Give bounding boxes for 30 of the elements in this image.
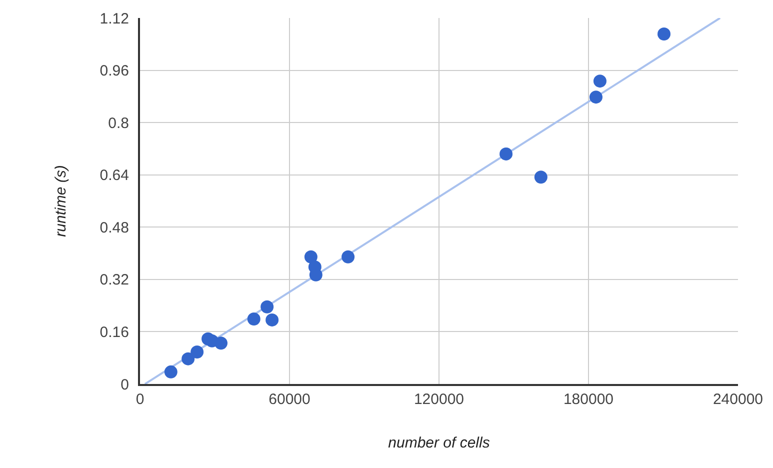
y-axis-title: runtime (s) bbox=[52, 165, 70, 237]
point bbox=[214, 336, 228, 350]
x-tick-label: 120000 bbox=[414, 391, 464, 408]
y-tick-label: 1.12 bbox=[100, 10, 129, 28]
x-tick-label: 180000 bbox=[563, 391, 614, 408]
point bbox=[164, 365, 178, 378]
x-axis-title: number of cells bbox=[388, 434, 490, 452]
x-tick-label: 240000 bbox=[712, 391, 764, 408]
point bbox=[534, 170, 548, 184]
y-tick-label: 0.8 bbox=[108, 114, 129, 132]
y-tick-label: 0.48 bbox=[100, 219, 129, 236]
point bbox=[304, 250, 318, 264]
y-tick-label: 0 bbox=[120, 376, 129, 394]
point bbox=[309, 268, 322, 282]
y-tick-label: 0.96 bbox=[100, 62, 129, 80]
point bbox=[589, 90, 602, 104]
x-tick-label: 0 bbox=[136, 391, 144, 408]
point bbox=[342, 250, 355, 264]
point bbox=[593, 74, 606, 88]
x-tick-label: 60000 bbox=[268, 391, 310, 408]
y-tick-label: 0.32 bbox=[100, 272, 129, 289]
y-tick-label: 0.64 bbox=[100, 167, 129, 184]
point bbox=[266, 313, 279, 326]
point bbox=[247, 312, 260, 326]
point bbox=[182, 352, 195, 366]
point bbox=[190, 345, 204, 358]
point bbox=[500, 147, 513, 160]
point bbox=[658, 28, 670, 41]
point bbox=[260, 300, 274, 314]
y-tick-label: 0.16 bbox=[100, 324, 129, 341]
